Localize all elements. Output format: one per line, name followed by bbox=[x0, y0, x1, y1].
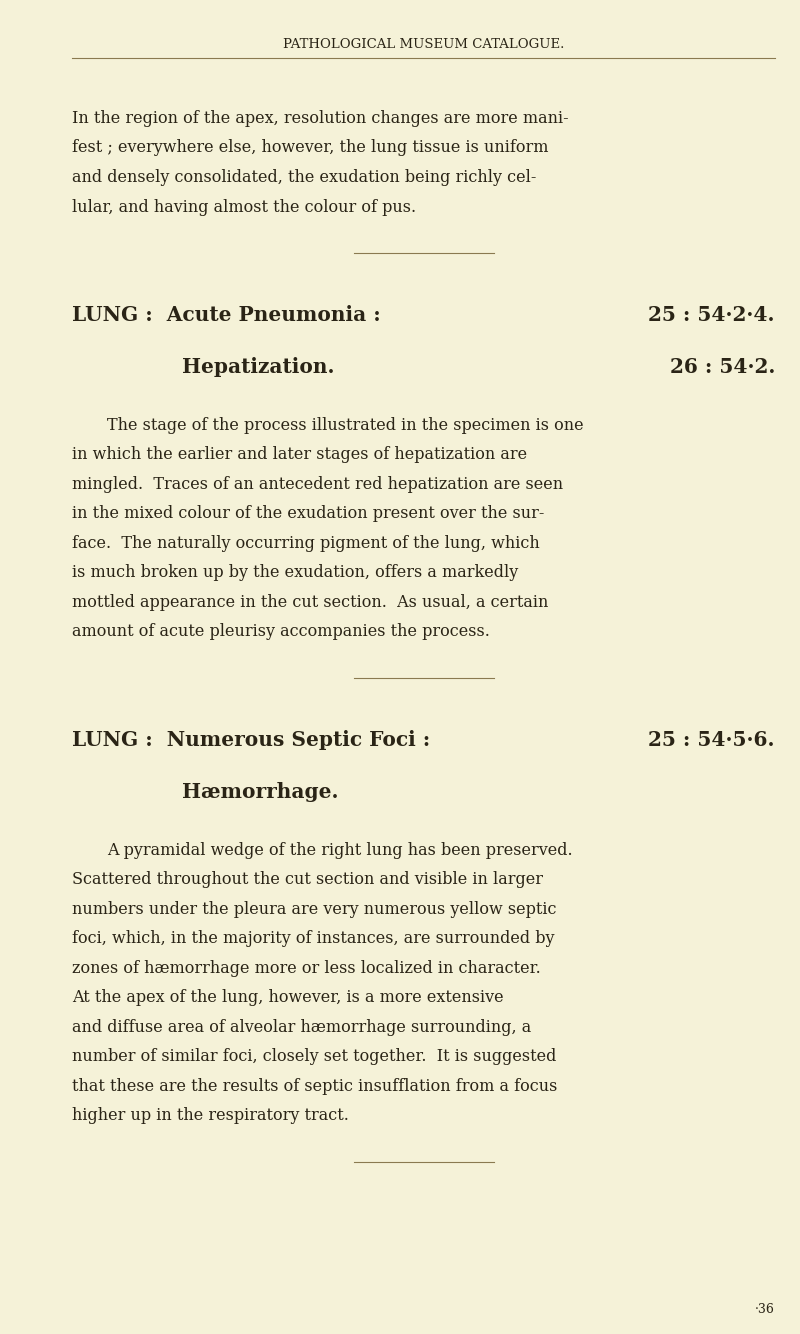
Text: ·36: ·36 bbox=[755, 1303, 775, 1317]
Text: 25 : 54·5·6.: 25 : 54·5·6. bbox=[649, 730, 775, 750]
Text: amount of acute pleurisy accompanies the process.: amount of acute pleurisy accompanies the… bbox=[72, 623, 490, 640]
Text: In the region of the apex, resolution changes are more mani-: In the region of the apex, resolution ch… bbox=[72, 109, 569, 127]
Text: is much broken up by the exudation, offers a markedly: is much broken up by the exudation, offe… bbox=[72, 564, 518, 582]
Text: that these are the results of septic insufflation from a focus: that these are the results of septic ins… bbox=[72, 1078, 558, 1095]
Text: At the apex of the lung, however, is a more extensive: At the apex of the lung, however, is a m… bbox=[72, 990, 504, 1006]
Text: lular, and having almost the colour of pus.: lular, and having almost the colour of p… bbox=[72, 199, 416, 216]
Text: and densely consolidated, the exudation being richly cel-: and densely consolidated, the exudation … bbox=[72, 169, 536, 185]
Text: and diffuse area of alveolar hæmorrhage surrounding, a: and diffuse area of alveolar hæmorrhage … bbox=[72, 1019, 531, 1037]
Text: foci, which, in the majority of instances, are surrounded by: foci, which, in the majority of instance… bbox=[72, 931, 554, 947]
Text: A pyramidal wedge of the right lung has been preserved.: A pyramidal wedge of the right lung has … bbox=[107, 842, 573, 859]
Text: fest ; everywhere else, however, the lung tissue is uniform: fest ; everywhere else, however, the lun… bbox=[72, 140, 549, 156]
Text: LUNG :  Acute Pneumonia :: LUNG : Acute Pneumonia : bbox=[72, 305, 381, 325]
Text: The stage of the process illustrated in the specimen is one: The stage of the process illustrated in … bbox=[107, 418, 584, 434]
Text: Hepatization.: Hepatization. bbox=[182, 358, 334, 378]
Text: in the mixed colour of the exudation present over the sur-: in the mixed colour of the exudation pre… bbox=[72, 506, 544, 523]
Text: in which the earlier and later stages of hepatization are: in which the earlier and later stages of… bbox=[72, 447, 527, 463]
Text: face.  The naturally occurring pigment of the lung, which: face. The naturally occurring pigment of… bbox=[72, 535, 540, 552]
Text: higher up in the respiratory tract.: higher up in the respiratory tract. bbox=[72, 1107, 349, 1125]
Text: 26 : 54·2.: 26 : 54·2. bbox=[670, 358, 775, 378]
Text: mottled appearance in the cut section.  As usual, a certain: mottled appearance in the cut section. A… bbox=[72, 594, 548, 611]
Text: Hæmorrhage.: Hæmorrhage. bbox=[182, 782, 338, 802]
Text: zones of hæmorrhage more or less localized in character.: zones of hæmorrhage more or less localiz… bbox=[72, 960, 541, 976]
Text: mingled.  Traces of an antecedent red hepatization are seen: mingled. Traces of an antecedent red hep… bbox=[72, 476, 563, 494]
Text: number of similar foci, closely set together.  It is suggested: number of similar foci, closely set toge… bbox=[72, 1049, 556, 1066]
Text: LUNG :  Numerous Septic Foci :: LUNG : Numerous Septic Foci : bbox=[72, 730, 430, 750]
Text: Scattered throughout the cut section and visible in larger: Scattered throughout the cut section and… bbox=[72, 871, 543, 888]
Text: PATHOLOGICAL MUSEUM CATALOGUE.: PATHOLOGICAL MUSEUM CATALOGUE. bbox=[283, 37, 564, 51]
Text: 25 : 54·2·4.: 25 : 54·2·4. bbox=[649, 305, 775, 325]
Text: numbers under the pleura are very numerous yellow septic: numbers under the pleura are very numero… bbox=[72, 900, 557, 918]
